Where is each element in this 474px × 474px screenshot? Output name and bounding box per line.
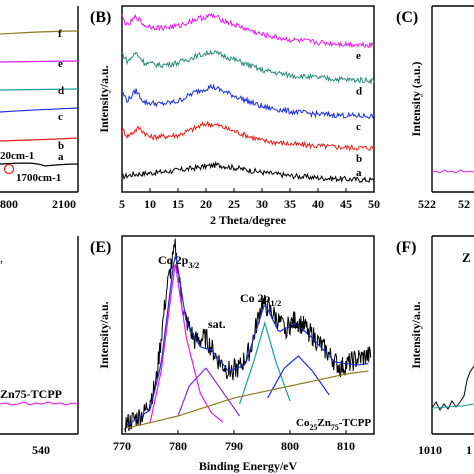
panel-c-label: (C): [396, 9, 418, 26]
panel-e-annotation-sample: Co25Zn75-TCPP: [296, 417, 371, 432]
panel-a-marker-circle: [3, 163, 15, 175]
panel-a-tick-label-800: 800: [0, 197, 18, 211]
panel-e-plot: 770 780 790 800 810 Co 2p3/2 sat. Co 2p1/2 sat. C…: [113, 238, 372, 453]
panel-e-series-co-2p3-2-peak: [149, 263, 224, 424]
panel-b-xtick-label: 15: [172, 197, 184, 211]
panel-a-curve-label-d: d: [58, 85, 64, 97]
panel-a-curve-label-b: b: [58, 140, 64, 152]
panel-b-series-c: [121, 83, 375, 120]
panel-d-corner-mark: ,: [0, 251, 3, 265]
panel-d-annotation: Zn75-TCPP: [0, 387, 62, 401]
panel-b-xtick-label: 45: [340, 197, 352, 211]
panel-a-series-e: [0, 60, 79, 63]
panel-b-series-label-a: a: [356, 167, 362, 179]
panel-b-series-label-b: b: [356, 153, 362, 165]
panel-e-series-sat-peak-1: [177, 367, 241, 417]
panel-b-xtick-label: 5: [119, 197, 125, 211]
panel-e-xtick-label: 780: [169, 439, 187, 453]
panel-f-tick-1010: 1010: [418, 443, 442, 457]
panel-e-xtick-label: 800: [281, 439, 299, 453]
panel-a: f e d c b a 20cm-1 1700cm-1 800 2100: [0, 6, 79, 211]
panel-b-xtick-label: 50: [368, 197, 380, 211]
panel-d-series: [0, 401, 79, 406]
panel-e-xtick-label: 770: [113, 439, 131, 453]
panel-b-label: (B): [90, 9, 111, 26]
panel-a-series-d: [0, 88, 79, 91]
panel-c: (C) Intensity (a.u.) 522 52: [396, 5, 474, 211]
panel-b-xtick-label: 35: [284, 197, 296, 211]
panel-a-series-b: [0, 137, 79, 142]
panel-e-series-co-2p1-2-peak: [239, 320, 291, 405]
panel-e-series-fit-envelope: [127, 254, 369, 426]
panel-b-series-a: [121, 160, 375, 184]
panel-a-tick-label-2100: 2100: [52, 197, 76, 211]
panel-e-series-sat-peak-2: [267, 355, 330, 399]
panel-e-annotation-sat2: sat.: [288, 317, 306, 331]
panel-b-xlabel: 2 Theta/degree: [210, 213, 287, 227]
panel-b-series-d: [121, 49, 375, 85]
panel-b: (B) 5 10 15 20 25 30 35 40 45 50 ab c d e Intensity/a…: [90, 5, 380, 227]
panel-c-ylabel: Intensity (a.u.): [409, 61, 423, 136]
panel-c-tick-522: 522: [418, 197, 436, 211]
panel-c-series: [431, 169, 474, 174]
panel-f-tick-1: 1: [466, 443, 472, 457]
panel-f-label: (F): [396, 239, 416, 256]
panel-b-xtick-label: 10: [144, 197, 156, 211]
panel-f: (F) Z Intensity/a.u. 1010 1: [396, 235, 474, 457]
panel-e-xtick-label: 810: [337, 439, 355, 453]
panel-b-series-label-d: d: [356, 85, 362, 97]
panel-b-series-e: [121, 12, 375, 49]
panel-b-plot: 5 10 15 20 25 30 35 40 45 50 ab c d e: [119, 12, 380, 211]
panel-e-annotation-co2p32: Co 2p3/2: [158, 253, 199, 270]
panel-c-tick-52: 52: [458, 197, 470, 211]
panel-b-series-label-e: e: [356, 50, 361, 62]
panel-f-fit: [431, 403, 474, 409]
panel-a-series-f: [0, 30, 79, 35]
panel-b-series-label-c: c: [356, 121, 361, 133]
panel-e: (E) 770 780 790 800 810 Co 2p3/2 sat. Co 2p1/2 s…: [90, 235, 375, 473]
panel-e-xtick-label: 790: [225, 439, 243, 453]
panel-e-ylabel: Intensity/a.u.: [97, 301, 111, 368]
panel-b-ylabel: Intensity/a.u.: [97, 65, 111, 132]
panel-f-annotation: Z: [462, 250, 471, 265]
panel-a-series-a: [0, 162, 79, 167]
panel-a-series-c: [0, 107, 79, 113]
panel-e-label: (E): [90, 239, 111, 256]
panel-e-series-data: [124, 238, 372, 433]
panel-f-series: [431, 365, 474, 411]
panel-b-xtick-label: 40: [312, 197, 324, 211]
panel-a-curve-label-f: f: [58, 28, 62, 40]
panel-b-series-b: [121, 120, 375, 152]
panel-a-curve-label-a: a: [58, 151, 64, 163]
panel-e-xlabel: Binding Energy/eV: [199, 459, 298, 473]
panel-d: , Zn75-TCPP 540: [0, 236, 79, 457]
panel-a-curve-label-e: e: [58, 58, 63, 70]
panel-e-series-background: [127, 370, 369, 429]
panel-e-annotation-sat1: sat.: [208, 317, 226, 331]
panel-f-ylabel: Intensity/a.u.: [409, 301, 423, 368]
panel-e-frame: [121, 235, 375, 435]
panel-a-annotation-1: 20cm-1: [0, 150, 34, 162]
panel-a-annotation-2: 1700cm-1: [16, 172, 61, 184]
panel-b-xtick-label: 20: [200, 197, 212, 211]
panel-b-xtick-label: 25: [228, 197, 240, 211]
panel-b-xtick-label: 30: [256, 197, 268, 211]
panel-e-annotation-co2p12: Co 2p1/2: [240, 291, 281, 308]
panel-b-frame: [121, 5, 375, 193]
panel-d-tick-540: 540: [32, 443, 50, 457]
panel-a-curve-label-c: c: [58, 111, 63, 123]
